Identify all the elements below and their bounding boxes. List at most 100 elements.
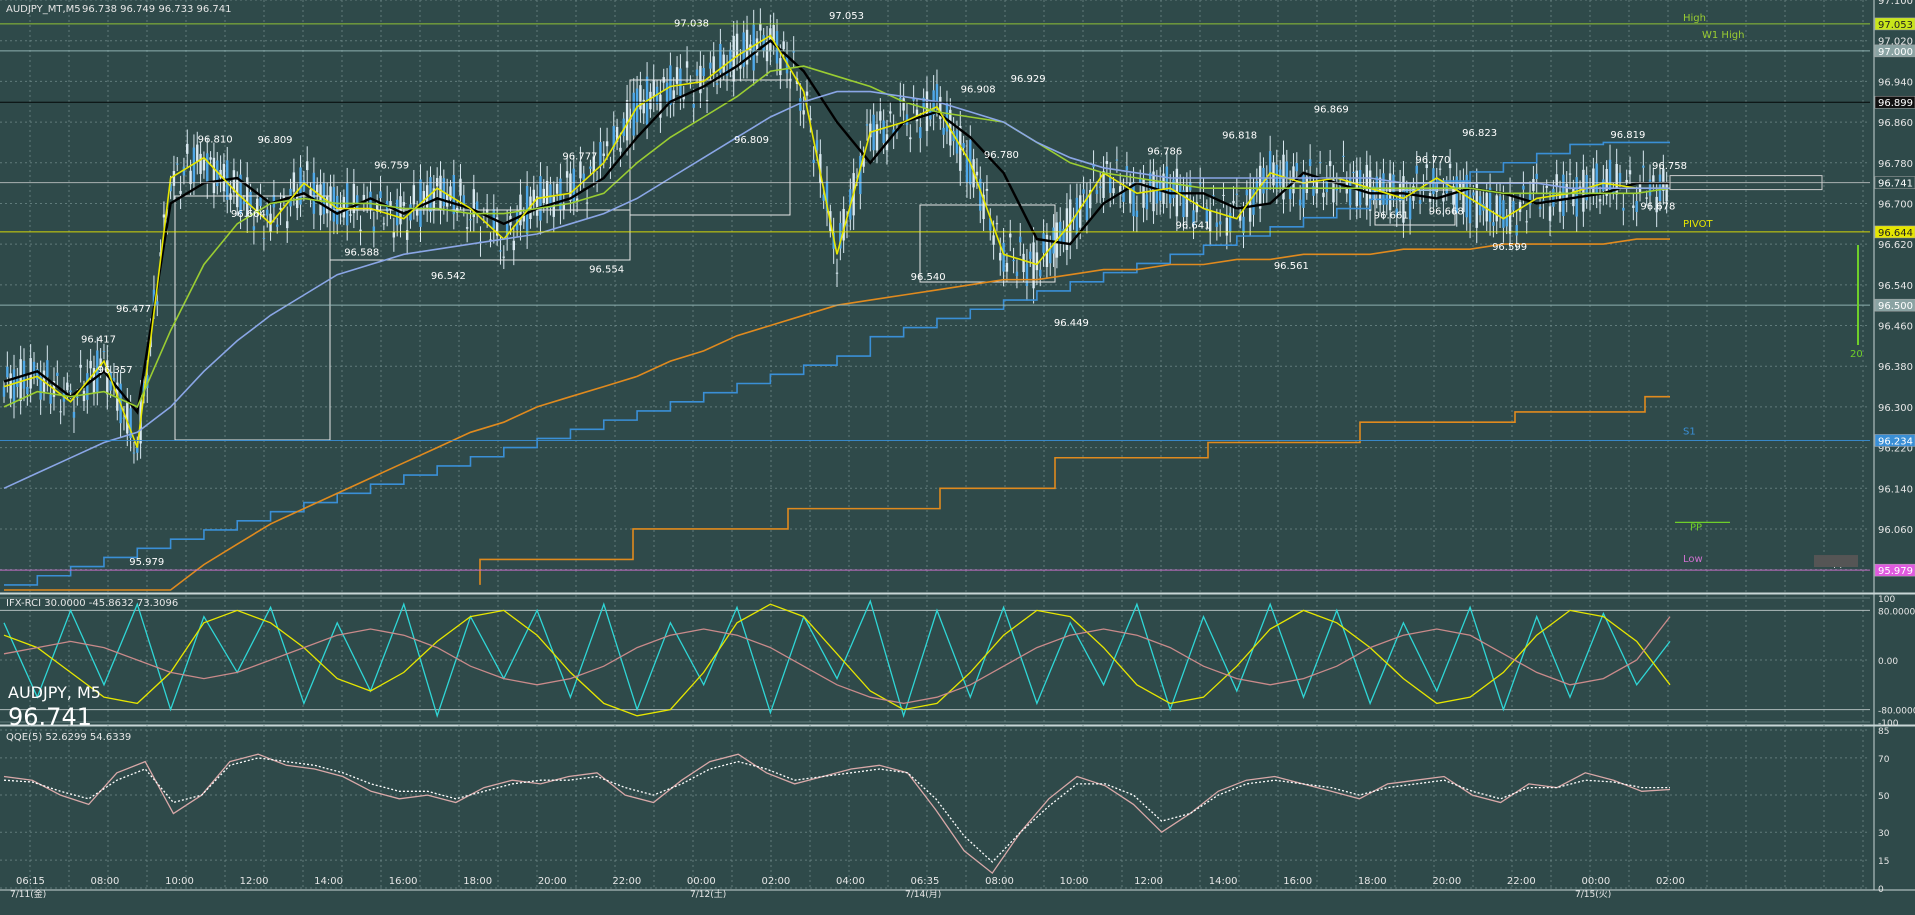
candle-body [59, 411, 62, 413]
candle-body [742, 32, 745, 67]
candle-body [882, 120, 885, 143]
level-label: S1 [1683, 426, 1696, 437]
candle-body [1415, 165, 1418, 174]
candle-body [415, 207, 419, 216]
x-tick-label: 08:00 [985, 876, 1014, 887]
candle-body [242, 201, 246, 205]
level-tag-text: 96.500 [1878, 301, 1913, 312]
candle-body [545, 180, 549, 209]
candle-body [129, 408, 132, 439]
level-tag-text: 97.000 [1878, 47, 1913, 58]
candle-body [1558, 191, 1562, 212]
candle-body [939, 96, 942, 120]
candle-body [402, 202, 406, 206]
candle-body [632, 92, 635, 136]
candle-body [1115, 159, 1119, 161]
candle-body [475, 201, 479, 215]
x-tick-label: 10:00 [165, 876, 194, 887]
candle-body [1665, 183, 1668, 202]
level-label: PIVOT [1683, 219, 1714, 230]
candle-body [1628, 170, 1632, 175]
candle-body [552, 196, 555, 217]
candle-body [799, 98, 802, 111]
candle-body [705, 100, 709, 102]
candle-body [1172, 179, 1175, 199]
date-label: 7/11(金) [10, 888, 46, 900]
candle-body [1615, 164, 1618, 195]
x-tick-label: 16:00 [1283, 876, 1312, 887]
candle-body [679, 68, 682, 96]
candle-body [86, 373, 89, 400]
candle-body [1468, 195, 1472, 224]
price-annotation: 96.668 [1429, 207, 1464, 218]
candle-body [715, 83, 719, 85]
side-label: 20 [1850, 349, 1863, 360]
candle-body [1002, 242, 1005, 272]
candle-body [862, 152, 865, 167]
price-annotation: 96.929 [1011, 74, 1046, 85]
candle-body [122, 417, 126, 419]
level-tag-text: 96.899 [1878, 98, 1913, 109]
price-tick-label: 96.940 [1878, 77, 1913, 88]
x-tick-label: 00:00 [687, 876, 716, 887]
candle-body [372, 226, 376, 233]
candle-body [839, 222, 842, 249]
price-tick-label: 96.460 [1878, 322, 1913, 333]
candle-body [1342, 155, 1345, 157]
candle-body [979, 178, 982, 211]
x-tick-label: 20:00 [1432, 876, 1461, 887]
candle-body [1252, 189, 1255, 215]
level-tag [1874, 176, 1915, 189]
candle-body [1039, 269, 1042, 277]
candle-body [46, 360, 49, 377]
candle-body [835, 272, 839, 274]
candle-body [1265, 179, 1269, 190]
candle-body [1129, 182, 1132, 204]
x-tick-label: 04:00 [836, 876, 865, 887]
candle-body [935, 84, 939, 103]
candle-body [186, 143, 189, 154]
candle-body [879, 111, 882, 121]
candle-body [232, 170, 236, 193]
candle-body [1119, 186, 1122, 196]
candle-body [1222, 194, 1225, 196]
candle-body [1285, 161, 1289, 179]
candle-body [286, 221, 289, 229]
candle-body [865, 124, 869, 126]
candle-body [309, 189, 312, 201]
candle-body [1432, 168, 1435, 195]
candle-body [306, 161, 309, 171]
candle-body [212, 157, 216, 194]
candle-body [1412, 185, 1415, 201]
candle-body [659, 94, 662, 118]
candle-body [209, 157, 212, 160]
header-symbol: AUDJPY_MT,M5 [6, 4, 81, 15]
candle-body [1105, 161, 1109, 164]
candle-body [1555, 174, 1558, 188]
candle-body [759, 23, 762, 31]
candle-body [1009, 233, 1012, 238]
candle-body [1205, 207, 1209, 223]
candle-body [542, 188, 545, 204]
candle-body [1488, 187, 1492, 222]
candle-body [1535, 173, 1538, 180]
candle-body [692, 103, 695, 108]
candle-body [69, 390, 72, 393]
candle-body [1045, 234, 1049, 267]
candle-body [555, 183, 559, 194]
candle-body [76, 396, 79, 398]
x-tick-label: 06:15 [16, 876, 45, 887]
candle-body [989, 218, 992, 231]
candle-body [1169, 189, 1172, 204]
candle-body [189, 170, 192, 185]
price-annotation: 96.588 [344, 247, 379, 258]
candle-body [229, 193, 232, 200]
rci-line-0 [3, 599, 1671, 719]
price-tick-label: 97.100 [1878, 0, 1913, 7]
price-annotation: 96.770 [1415, 155, 1450, 166]
candle-body [762, 35, 765, 51]
candle-body [219, 169, 222, 178]
session-box [1374, 189, 1456, 226]
candle-body [1248, 187, 1252, 222]
